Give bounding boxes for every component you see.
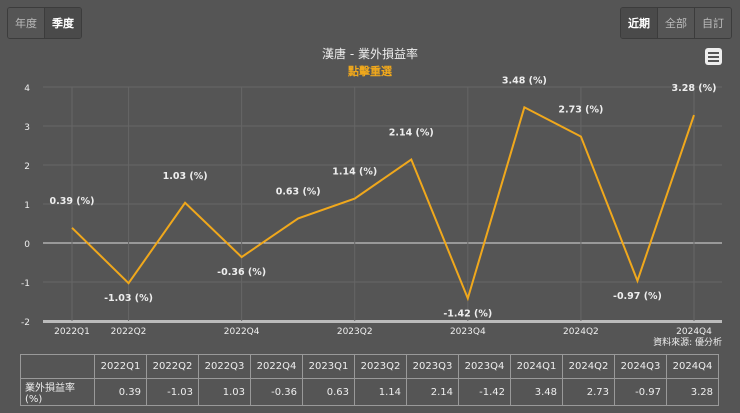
table-cell: 0.39 [94,378,147,406]
table-cell: -0.97 [614,378,667,406]
row-label: 業外損益率(%) [20,378,95,406]
range-toggle: 近期 全部 自訂 [620,7,732,39]
data-point[interactable] [579,135,583,139]
table-cell: 1.14 [354,378,407,406]
data-label: 1.03 (%) [163,171,208,182]
x-tick-label: 2023Q4 [450,327,486,337]
y-tick-label: 1 [24,201,30,211]
x-tick-label: 2022Q1 [54,327,90,337]
chart-area: -2 -1 0 1 2 3 4 2022Q1 2022Q2 2022Q4 2023Q2 2023Q4 2… [21,75,722,337]
data-label: 3.48 (%) [502,75,547,86]
data-source: 資料來源: 優分析 [653,338,722,348]
data-point[interactable] [296,216,300,220]
data-label: 0.63 (%) [276,186,321,197]
table-row: 業外損益率(%) 0.39 -1.03 1.03 -0.36 0.63 1.14 2.14 -1… [20,378,719,406]
data-point[interactable] [635,279,639,283]
period-toggle: 年度 季度 [7,7,82,39]
column-header: 2022Q4 [250,354,303,379]
table-cell: 1.03 [198,378,251,406]
x-tick-label: 2022Q2 [111,327,147,337]
table-cell: 2.73 [562,378,615,406]
column-header: 2023Q2 [354,354,407,379]
data-point[interactable] [522,105,526,109]
y-tick-label: 2 [24,162,30,172]
column-header: 2023Q1 [302,354,355,379]
column-header: 2023Q4 [458,354,511,379]
table-corner [20,354,95,379]
x-axis [43,320,722,323]
table-header-row: 2022Q1 2022Q2 2022Q3 2022Q4 2023Q1 2023Q2 2023… [20,354,719,379]
y-tick-label: 4 [24,84,30,94]
data-label: -1.03 (%) [104,293,153,304]
y-tick-label: -1 [21,279,30,289]
x-tick-label: 2023Q2 [337,327,373,337]
all-button[interactable]: 全部 [658,8,695,38]
column-header: 2024Q4 [666,354,719,379]
table-cell: 2.14 [406,378,459,406]
x-tick-label: 2022Q4 [224,327,260,337]
table-cell: 0.63 [302,378,355,406]
data-label: 2.14 (%) [389,128,434,139]
column-header: 2024Q1 [510,354,563,379]
quarterly-button[interactable]: 季度 [45,8,81,38]
data-label: 1.14 (%) [332,167,377,178]
table-cell: 3.28 [666,378,719,406]
column-header: 2023Q3 [406,354,459,379]
column-header: 2022Q3 [198,354,251,379]
data-point[interactable] [127,281,131,285]
recent-button[interactable]: 近期 [621,8,658,38]
y-tick-label: -2 [21,318,30,328]
data-point[interactable] [692,113,696,117]
hamburger-icon[interactable] [705,48,722,65]
annual-button[interactable]: 年度 [8,8,45,38]
reselect-link[interactable]: 點擊重選 [348,65,392,78]
column-header: 2022Q1 [94,354,147,379]
custom-button[interactable]: 自訂 [695,8,731,38]
data-point[interactable] [466,296,470,300]
chart-title: 漢唐 - 業外損益率 [322,47,418,61]
data-label: -0.97 (%) [613,291,662,302]
column-header: 2024Q3 [614,354,667,379]
data-point[interactable] [240,255,244,259]
data-point[interactable] [353,197,357,201]
y-tick-label: 3 [24,123,30,133]
data-point[interactable] [409,158,413,162]
x-tick-label: 2024Q4 [676,327,712,337]
data-point[interactable] [183,201,187,205]
table-cell: -0.36 [250,378,303,406]
data-label: -1.42 (%) [443,308,492,319]
data-point[interactable] [70,226,74,230]
data-table: 2022Q1 2022Q2 2022Q3 2022Q4 2023Q1 2023Q2 2023… [20,354,719,406]
table-cell: -1.42 [458,378,511,406]
column-header: 2022Q2 [146,354,199,379]
data-label: 3.28 (%) [672,83,717,94]
table-cell: -1.03 [146,378,199,406]
column-header: 2024Q2 [562,354,615,379]
data-label: 0.39 (%) [50,196,95,207]
series-line [71,105,695,302]
x-tick-label: 2024Q2 [563,327,599,337]
data-label: 2.73 (%) [558,105,603,116]
y-tick-label: 0 [24,240,30,250]
data-label: -0.36 (%) [217,267,266,278]
table-cell: 3.48 [510,378,563,406]
